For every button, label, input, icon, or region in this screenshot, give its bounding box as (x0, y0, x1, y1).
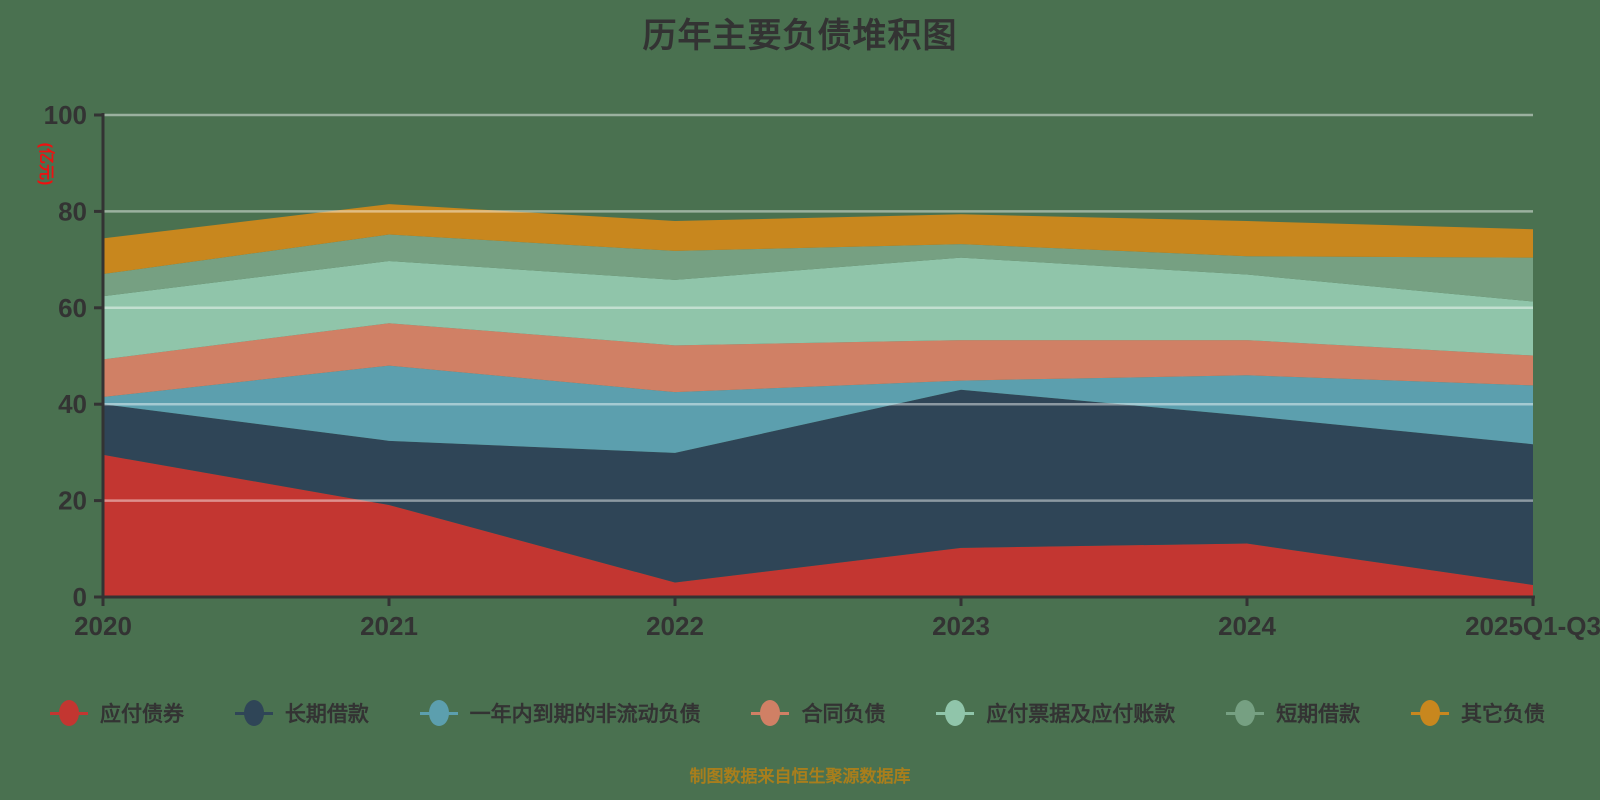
legend-label: 应付债券 (100, 703, 184, 726)
legend-marker-icon (751, 698, 790, 728)
x-tick-label-2: 2022 (646, 611, 704, 641)
legend-marker-icon (50, 698, 88, 728)
area-band-2 (103, 365, 1533, 453)
legend-item-3[interactable]: 合同负债 (751, 698, 885, 728)
legend-item-4[interactable]: 应付票据及应付账款 (936, 698, 1175, 728)
legend-dot (243, 700, 264, 726)
legend-dot (1419, 700, 1440, 726)
legend-marker-icon (234, 698, 273, 728)
x-tick-label-5: 2025Q1-Q3 (1465, 611, 1600, 641)
legend-marker-icon (936, 698, 975, 728)
legend-item-5[interactable]: 短期借款 (1226, 698, 1360, 728)
legend-marker-icon (1410, 698, 1449, 728)
y-tick-label-20: 20 (58, 486, 87, 516)
legend-label: 合同负债 (801, 703, 886, 726)
legend-dot (760, 700, 781, 726)
y-tick-label-40: 40 (58, 389, 87, 419)
y-tick-label-60: 60 (58, 293, 87, 323)
area-band-6 (103, 204, 1533, 275)
chart-title: 历年主要负债堆积图 (642, 17, 958, 55)
area-band-5 (103, 234, 1533, 302)
x-tick-label-1: 2021 (360, 611, 418, 641)
x-tick-label-0: 2020 (74, 611, 132, 641)
legend-label: 其它负债 (1460, 703, 1545, 726)
area-band-3 (103, 323, 1533, 397)
legend-label: 短期借款 (1276, 703, 1361, 726)
legend-marker-icon (1226, 698, 1265, 728)
area-band-1 (103, 389, 1533, 585)
x-tick-label-4: 2024 (1218, 611, 1276, 641)
chart-footer: 制图数据来自恒生聚源数据库 (689, 767, 911, 786)
legend-dot (59, 700, 79, 726)
legend-label: 一年内到期的非流动负债 (469, 703, 701, 726)
legend-item-0[interactable]: 应付债券 (50, 698, 184, 728)
legend-dot (428, 700, 449, 726)
legend-dot (945, 700, 966, 726)
legend-item-6[interactable]: 其它负债 (1410, 698, 1545, 728)
legend-label: 长期借款 (284, 703, 369, 726)
y-tick-label-0: 0 (73, 582, 87, 612)
chart-legend: 应付债券 长期借款 一年内到期的非流动负债 合同负债 应付票据及应付账款 短期借款 其它负债 (0, 698, 1600, 728)
legend-marker-icon (419, 698, 458, 728)
legend-item-2[interactable]: 一年内到期的非流动负债 (419, 698, 701, 728)
area-band-4 (103, 257, 1533, 360)
legend-dot (1235, 700, 1256, 726)
y-tick-label-80: 80 (58, 196, 87, 226)
y-tick-label-100: 100 (44, 100, 87, 130)
x-tick-label-3: 2023 (932, 611, 990, 641)
area-band-0 (103, 454, 1533, 597)
legend-item-1[interactable]: 长期借款 (234, 698, 369, 728)
legend-label: 应付票据及应付账款 (986, 703, 1176, 726)
